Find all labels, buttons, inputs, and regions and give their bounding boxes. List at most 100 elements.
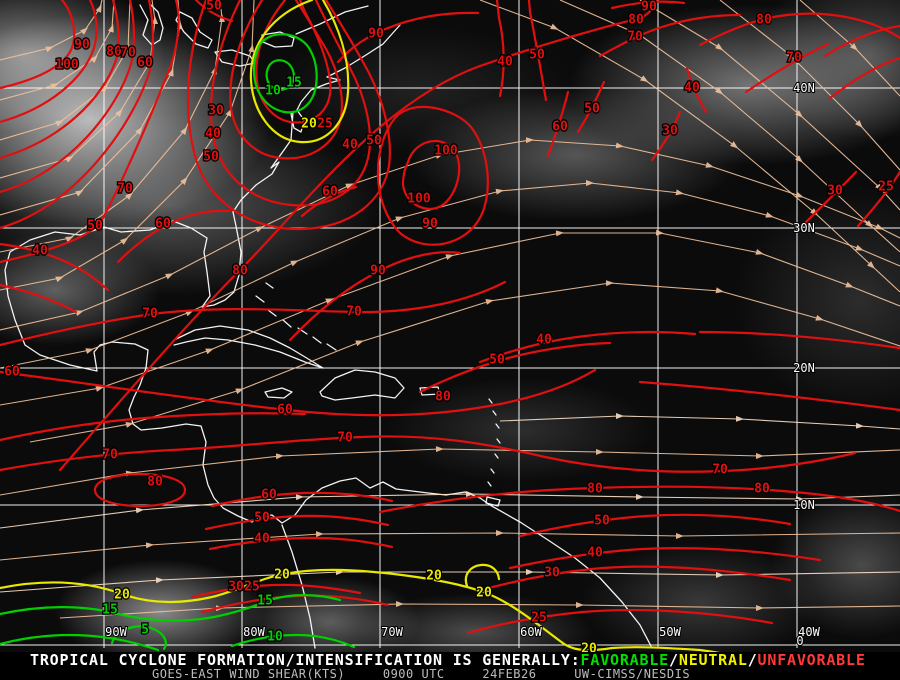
shear-value-label: 30 xyxy=(827,184,843,199)
shear-value-label: 80 xyxy=(754,482,770,497)
shear-contours-high xyxy=(0,0,900,635)
svg-text:40W: 40W xyxy=(798,625,820,639)
shear-value-label: 70 xyxy=(337,431,353,446)
shear-value-label: 15 xyxy=(257,594,273,609)
shear-value-label: 40 xyxy=(254,532,270,547)
shear-value-label: 70 xyxy=(102,448,118,463)
wind-streamlines xyxy=(0,0,900,619)
shear-value-label: 25 xyxy=(317,117,333,132)
shear-value-label: 50 xyxy=(87,219,103,234)
neutral-label: NEUTRAL xyxy=(678,651,748,669)
shear-value-label: 25 xyxy=(244,580,260,595)
product-time: 0900 UTC xyxy=(382,667,445,680)
svg-text:10N: 10N xyxy=(793,498,815,512)
shear-value-label: 50 xyxy=(489,353,505,368)
shear-value-label: 100 xyxy=(55,58,79,73)
shear-value-label: 50 xyxy=(366,134,382,149)
satellite-map: 90 100 80 70 60 50 90 30 40 50 25 40 50 100 100 90 60 70 5… xyxy=(0,0,900,652)
shear-value-label: 50 xyxy=(203,150,219,165)
slash: / xyxy=(747,651,758,669)
shear-value-label: 80 xyxy=(106,45,122,60)
shear-value-label: 60 xyxy=(155,217,171,232)
shear-value-label: 25 xyxy=(531,611,547,626)
svg-text:40N: 40N xyxy=(793,81,815,95)
shear-value-label: 5 xyxy=(141,623,149,638)
shear-value-label: 40 xyxy=(497,55,513,70)
shear-value-label: 15 xyxy=(102,603,118,618)
shear-value-label: 60 xyxy=(277,403,293,418)
shear-value-label: 50 xyxy=(529,48,545,63)
shear-value-label: 80 xyxy=(147,475,163,490)
shear-contours-low xyxy=(0,33,356,652)
shear-value-label: 40 xyxy=(684,81,700,96)
shear-value-label: 40 xyxy=(536,333,552,348)
shear-value-label: 60 xyxy=(552,120,568,135)
shear-value-label: 80 xyxy=(232,264,248,279)
unfavorable-label: UNFAVORABLE xyxy=(757,651,866,669)
shear-value-label: 50 xyxy=(584,102,600,117)
shear-value-label: 70 xyxy=(120,46,136,61)
shear-value-label: 50 xyxy=(206,0,222,14)
shear-value-label: 40 xyxy=(32,244,48,259)
shear-value-label: 10 xyxy=(265,84,281,99)
shear-value-label: 100 xyxy=(434,144,458,159)
shear-value-label: 60 xyxy=(137,56,153,71)
shear-value-label: 70 xyxy=(142,307,158,322)
svg-text:70W: 70W xyxy=(381,625,403,639)
svg-text:20N: 20N xyxy=(793,361,815,375)
shear-value-label: 40 xyxy=(205,127,221,142)
latlon-grid xyxy=(0,0,900,648)
shear-value-label: 40 xyxy=(587,546,603,561)
shear-value-label: 15 xyxy=(286,76,302,91)
shear-value-label: 70 xyxy=(346,305,362,320)
shear-value-label: 70 xyxy=(712,463,728,478)
shear-value-label: 20 xyxy=(301,117,317,132)
product-credit: UW-CIMSS/NESDIS xyxy=(574,667,691,680)
shear-value-label: 20 xyxy=(426,569,442,584)
svg-text:0: 0 xyxy=(796,634,803,648)
shear-value-label: 70 xyxy=(627,30,643,45)
shear-value-label: 40 xyxy=(342,138,358,153)
shear-value-label: 70 xyxy=(786,51,802,66)
product-date: 24FEB26 xyxy=(482,667,537,680)
shear-value-label: 90 xyxy=(368,27,384,42)
product-info-bar: GOES-EAST WIND SHEAR(KTS) 0900 UTC 24FEB… xyxy=(0,668,900,680)
shear-value-label: 60 xyxy=(261,488,277,503)
shear-value-label: 90 xyxy=(370,264,386,279)
shear-value-label: 90 xyxy=(422,217,438,232)
shear-value-label: 50 xyxy=(254,511,270,526)
favorable-label: FAVORABLE xyxy=(580,651,670,669)
shear-value-label: 30 xyxy=(662,124,678,139)
shear-value-label: 25 xyxy=(878,180,894,195)
shear-value-label: 30 xyxy=(544,566,560,581)
shear-value-label: 30 xyxy=(208,104,224,119)
svg-text:80W: 80W xyxy=(243,625,265,639)
shear-value-label: 20 xyxy=(581,642,597,653)
shear-value-label: 20 xyxy=(274,568,290,583)
shear-value-label: 10 xyxy=(267,630,283,645)
svg-text:50W: 50W xyxy=(659,625,681,639)
svg-text:90W: 90W xyxy=(105,625,127,639)
svg-text:30N: 30N xyxy=(793,221,815,235)
grid-coordinate-labels: 90W 80W 70W 60W 50W 40W 40N 30N 20N 10N 0 xyxy=(104,80,821,649)
formation-status-banner: TROPICAL CYCLONE FORMATION/INTENSIFICATI… xyxy=(0,652,900,668)
shear-value-label: 20 xyxy=(476,586,492,601)
shear-value-label: 80 xyxy=(628,13,644,28)
shear-value-label: 100 xyxy=(407,192,431,207)
shear-value-label: 90 xyxy=(74,38,90,53)
shear-value-label: 20 xyxy=(114,588,130,603)
shear-value-label: 70 xyxy=(117,182,133,197)
banner-text: TROPICAL CYCLONE FORMATION/INTENSIFICATI… xyxy=(30,651,581,669)
shear-value-label: 80 xyxy=(435,390,451,405)
svg-text:60W: 60W xyxy=(520,625,542,639)
shear-contours-mid xyxy=(0,0,721,652)
shear-value-label: 30 xyxy=(228,580,244,595)
product-name: GOES-EAST WIND SHEAR(KTS) xyxy=(152,667,346,680)
shear-value-label: 50 xyxy=(594,514,610,529)
shear-value-label: 90 xyxy=(641,0,657,15)
shear-value-label: 80 xyxy=(756,13,772,28)
slash: / xyxy=(669,651,679,669)
shear-value-label: 80 xyxy=(587,482,603,497)
